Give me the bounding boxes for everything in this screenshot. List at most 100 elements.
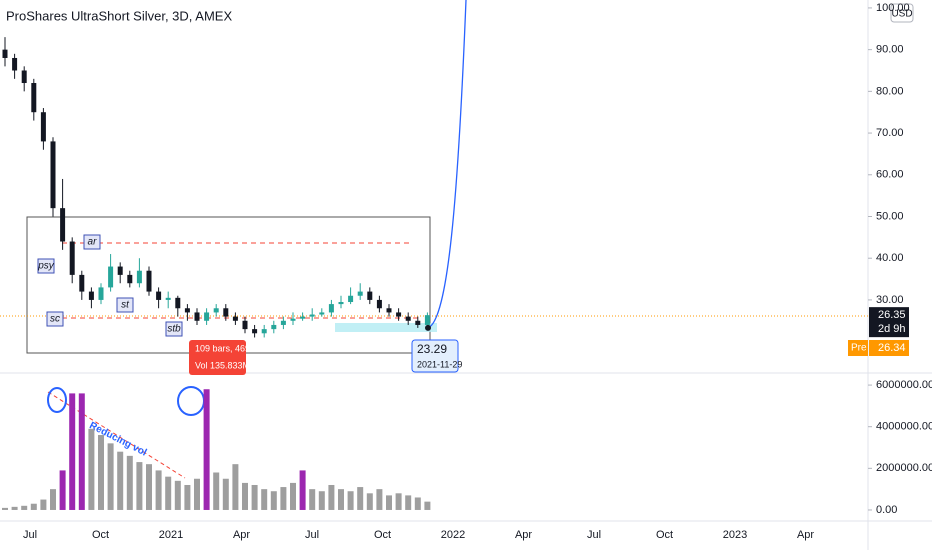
wyckoff-box <box>116 297 134 313</box>
candle-body <box>252 329 258 334</box>
volume-bar <box>165 476 172 510</box>
volume-bar <box>184 484 191 510</box>
last-price-tag <box>869 307 909 338</box>
volume-bar <box>213 472 220 510</box>
volume-bar <box>40 499 47 510</box>
candle-body <box>424 315 430 325</box>
x-tick-label: 2021 <box>159 529 183 541</box>
volume-bar <box>338 489 344 510</box>
y-tick-label: 30.00 <box>876 294 904 306</box>
volume-bar <box>424 501 431 510</box>
candle-body <box>367 291 373 300</box>
wyckoff-label: psy <box>37 261 55 272</box>
x-tick-label: Oct <box>374 529 391 541</box>
y-tick-label: 50.00 <box>876 210 904 222</box>
volume-bar <box>318 491 325 510</box>
candle-body <box>146 270 152 292</box>
candle-body <box>232 316 238 321</box>
wyckoff-label: stb <box>167 324 181 335</box>
low-point <box>425 324 431 331</box>
volume-bar <box>11 506 18 510</box>
wyckoff-label: sc <box>50 314 60 325</box>
y-tick-label: 80.00 <box>876 85 904 97</box>
y-tick-label: 60.00 <box>876 169 904 181</box>
volume-bar <box>136 462 143 510</box>
volume-bar <box>30 503 37 510</box>
y-tick-label: 100.00 <box>876 2 910 14</box>
candle-body <box>136 270 142 284</box>
wyckoff-label: st <box>121 300 130 311</box>
volume-bar <box>174 480 181 510</box>
low-value: 23.29 <box>417 342 447 356</box>
volume-bar <box>395 493 402 510</box>
candle-body <box>328 304 334 313</box>
wyckoff-box <box>37 258 55 274</box>
x-tick-label: Jul <box>23 529 37 541</box>
volume-bar <box>78 393 85 510</box>
volume-bar <box>405 495 412 510</box>
x-tick-label: Apr <box>515 529 532 541</box>
volume-bar <box>194 478 200 510</box>
volume-bar <box>126 455 133 510</box>
x-tick-label: Jul <box>305 529 319 541</box>
volume-bar <box>280 487 287 510</box>
volume-bar <box>146 464 152 510</box>
volume-bar <box>299 470 306 510</box>
pre-price-tag <box>869 340 909 356</box>
candle-body <box>98 287 104 300</box>
x-tick-label: Apr <box>797 529 814 541</box>
volume-bar <box>242 482 248 510</box>
volume-bar <box>261 489 268 510</box>
candle-body <box>2 49 8 58</box>
candle-body <box>127 274 133 284</box>
y-tick-label: 0.00 <box>876 504 897 516</box>
volume-bar <box>203 389 210 510</box>
currency-badge[interactable] <box>890 3 914 23</box>
candle-body <box>348 295 354 303</box>
volume-bar <box>357 487 364 510</box>
volume-bar <box>21 505 28 510</box>
volume-bar <box>290 482 296 510</box>
candle-body <box>309 314 315 317</box>
candle-body <box>69 241 75 275</box>
volume-bar <box>98 435 104 510</box>
candle-body <box>31 83 37 113</box>
candle-body <box>376 299 382 309</box>
range-tooltip <box>189 340 246 375</box>
x-tick-label: Oct <box>656 529 673 541</box>
volume-bar <box>107 443 114 510</box>
chart-title: ProShares UltraShort Silver, 3D, AMEX <box>6 8 232 23</box>
circle <box>47 387 67 413</box>
candle-body <box>386 308 392 313</box>
candle-body <box>12 57 18 71</box>
volume-bar <box>155 470 162 510</box>
candle-body <box>338 302 344 305</box>
candle-body <box>357 291 363 296</box>
candle-body <box>271 324 277 330</box>
low-date: 2021-11-29 <box>417 359 462 369</box>
candle-body <box>88 291 94 300</box>
candle-body <box>300 316 306 319</box>
y-tick-label: 70.00 <box>876 127 904 139</box>
x-tick-label: 2023 <box>723 529 747 541</box>
y-tick-label: 4000000.00 <box>876 421 932 433</box>
wyckoff-box <box>46 311 64 327</box>
range-volume: Vol 135.833M <box>195 360 250 370</box>
volume-bar <box>270 491 277 510</box>
x-tick-label: 2022 <box>441 529 465 541</box>
volume-bar <box>222 478 229 510</box>
candle-body <box>175 297 181 309</box>
candle-body <box>156 291 162 300</box>
volume-bar <box>347 491 354 510</box>
range-bars: 109 bars, 469d <box>195 343 255 353</box>
currency: USD <box>891 9 912 20</box>
volume-bar <box>328 484 335 510</box>
candle-body <box>194 312 200 321</box>
candle-body <box>290 318 296 321</box>
projection-curve <box>427 0 467 329</box>
candle-body <box>204 312 210 321</box>
x-tick-label: Apr <box>233 529 250 541</box>
volume-bar <box>2 507 8 510</box>
candle-body <box>213 308 219 313</box>
candle-body <box>21 70 27 84</box>
